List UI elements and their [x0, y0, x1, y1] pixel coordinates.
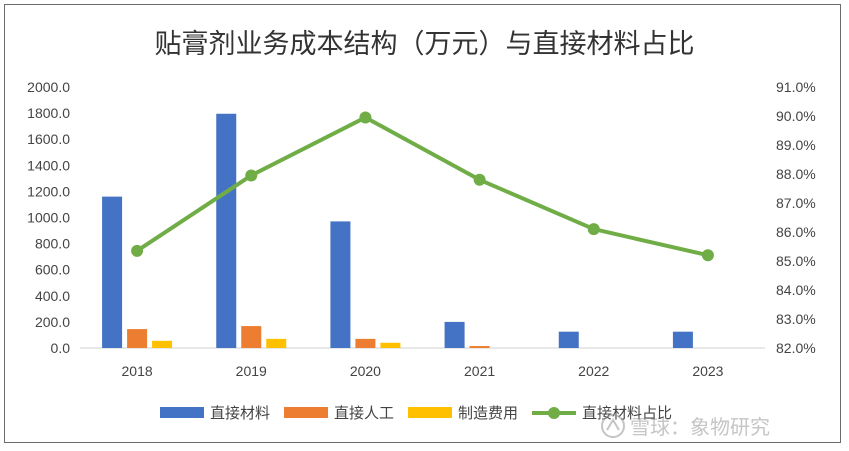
y-left-tick-label: 1600.0 — [27, 131, 70, 147]
legend-item: 制造费用 — [408, 402, 518, 423]
bar — [672, 331, 693, 348]
line-point — [701, 249, 714, 262]
legend-line-swatch — [532, 406, 577, 420]
bar — [558, 331, 579, 348]
y-right-tick-label: 82.0% — [776, 340, 816, 356]
y-left-tick-label: 1400.0 — [27, 157, 70, 173]
watermark-text: 雪球：象物研究 — [630, 415, 770, 439]
y-left-tick-label: 800.0 — [35, 236, 70, 252]
x-tick-label: 2023 — [692, 363, 723, 379]
bar — [152, 340, 173, 348]
y-left-tick-label: 600.0 — [35, 262, 70, 278]
x-tick-label: 2021 — [464, 363, 495, 379]
y-right-tick-label: 87.0% — [776, 195, 816, 211]
bar — [330, 221, 351, 348]
bar — [355, 338, 376, 348]
chart-title: 贴膏剂业务成本结构（万元）与直接材料占比 — [154, 29, 695, 60]
x-tick-label: 2022 — [578, 363, 609, 379]
y-left-tick-label: 1000.0 — [27, 210, 70, 226]
bar — [444, 321, 465, 348]
bar — [469, 346, 490, 348]
line-point — [473, 173, 486, 186]
legend-label: 直接材料 — [210, 404, 271, 422]
y-right-tick-label: 84.0% — [776, 282, 816, 298]
y-left-tick-label: 1800.0 — [27, 105, 70, 121]
line-point — [359, 111, 372, 124]
snowball-logo-icon — [601, 413, 625, 438]
y-left-tick-label: 400.0 — [35, 288, 70, 304]
line-point — [587, 223, 600, 236]
y-right-tick-label: 90.0% — [776, 108, 816, 124]
x-tick-label: 2019 — [236, 363, 267, 379]
series-line — [135, 115, 709, 258]
bar — [266, 338, 287, 348]
y-left-tick-label: 0.0 — [51, 340, 71, 356]
bar — [241, 326, 262, 348]
legend-swatch — [408, 407, 453, 418]
bar — [127, 329, 148, 348]
legend-item: 直接材料 — [160, 402, 270, 423]
y-right-tick-label: 88.0% — [776, 166, 816, 182]
watermark: 雪球：象物研究 — [600, 411, 770, 440]
legend-label: 制造费用 — [458, 404, 519, 422]
x-tick-label: 2020 — [350, 363, 381, 379]
legend-item: 直接人工 — [284, 402, 394, 423]
x-tick-label: 2018 — [122, 363, 153, 379]
legend-swatch — [284, 407, 329, 418]
chart-frame — [4, 4, 841, 443]
y-right-tick-label: 85.0% — [776, 253, 816, 269]
y-right-tick-label: 91.0% — [776, 79, 816, 95]
y-left-tick-label: 200.0 — [35, 314, 70, 330]
bar — [380, 342, 401, 348]
line-point — [245, 169, 258, 182]
legend-label: 直接人工 — [334, 404, 395, 422]
y-right-tick-label: 83.0% — [776, 311, 816, 327]
line-point — [131, 244, 144, 257]
legend-swatch — [160, 407, 204, 418]
bar — [216, 113, 237, 348]
y-left-tick-label: 2000.0 — [27, 79, 70, 95]
chart-legend: 直接材料 直接人工 制造费用 直接材料占比 — [160, 402, 686, 423]
bar — [102, 196, 123, 348]
y-right-tick-label: 86.0% — [776, 224, 816, 240]
y-left-tick-label: 1200.0 — [27, 183, 70, 199]
y-right-tick-label: 89.0% — [776, 137, 816, 153]
